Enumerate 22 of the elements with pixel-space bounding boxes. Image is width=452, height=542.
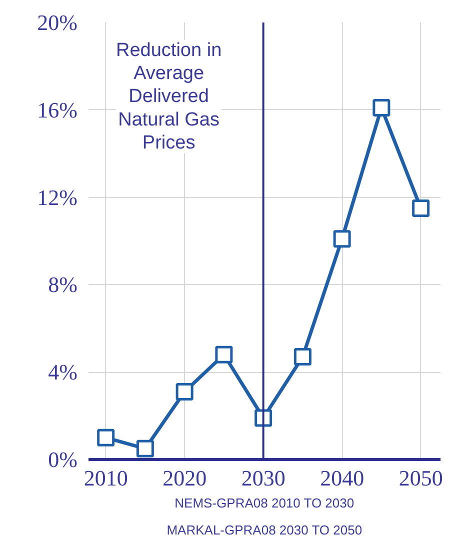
text: MARKAL-GPRA08 2030 TO 2050 [166,522,362,538]
y-tick-label: 8% [48,272,78,298]
point [136,440,154,458]
point [372,98,390,116]
y-tick-label: 0% [48,447,78,472]
x-tick-label: 2010 [84,466,128,490]
y-tick-label: 20% [37,10,78,35]
annotation: Reduction in Average Delivered Natural Gas Prices [116,40,222,154]
point [97,428,115,446]
point [333,230,351,248]
point [176,383,194,401]
point [294,348,312,366]
x-tick-label: 2040 [320,466,364,490]
text: NEMS-GPRA08 2010 TO 2030 [174,496,354,510]
y-tick-label: 16% [37,97,78,122]
x-tick-label: 2030 [241,466,286,490]
x-tick-label: 2020 [162,466,207,490]
point [215,346,233,364]
x-tick-label: 2050 [398,466,443,490]
y-tick-label: 12% [37,184,78,210]
point [412,199,430,217]
y-tick-label: 4% [48,360,78,385]
